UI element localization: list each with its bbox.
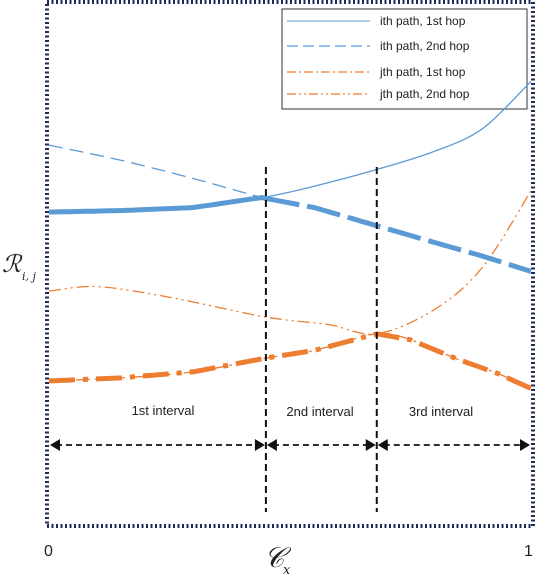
interval-arrow-2 <box>266 439 376 451</box>
y-axis-label: ℛ <box>2 250 23 278</box>
interval-arrow-1 <box>50 439 265 451</box>
j-path-min-envelope <box>48 331 533 391</box>
legend-box <box>281 8 528 110</box>
legend-label-1: ith path, 1st hop <box>380 14 466 28</box>
legend-label-3: jth path, 1st hop <box>379 65 466 79</box>
x-tick-0: 0 <box>44 543 53 560</box>
legend <box>281 8 528 110</box>
interval-label-1: 1st interval <box>132 403 195 418</box>
interval-arrow-3 <box>377 439 530 451</box>
i-path-min-envelope <box>48 194 532 274</box>
x-axis-label-sub: x <box>283 563 291 578</box>
series-line-4 <box>48 190 532 335</box>
y-axis-label-sub: i, j <box>22 270 37 283</box>
interval-label-3: 3rd interval <box>409 404 473 419</box>
legend-label-2: ith path, 2nd hop <box>380 39 470 53</box>
x-tick-1: 1 <box>524 543 533 560</box>
interval-label-2: 2nd interval <box>286 404 353 419</box>
legend-label-4: jth path, 2nd hop <box>379 87 470 101</box>
plot-frame <box>45 0 535 528</box>
